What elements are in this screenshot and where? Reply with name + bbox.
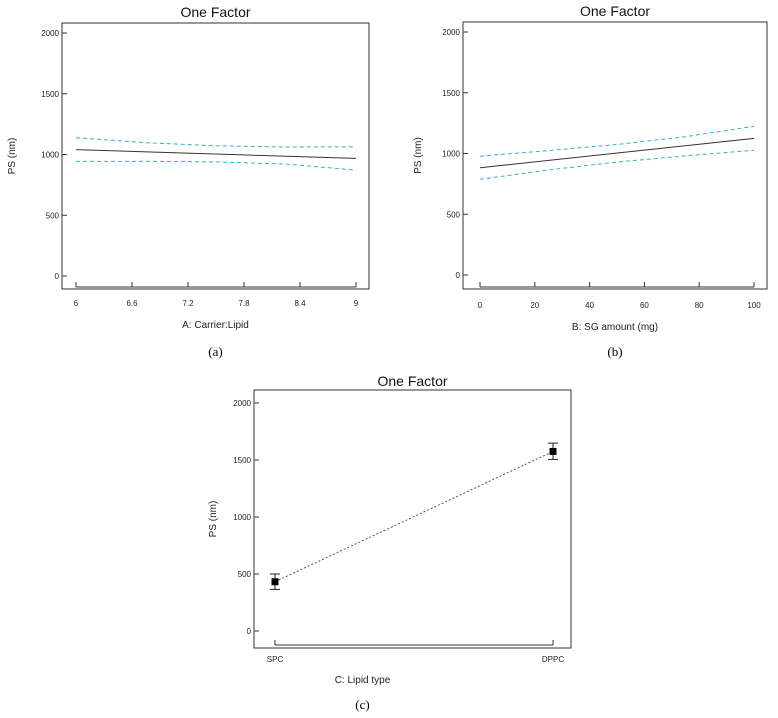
x-tick-label: SPC xyxy=(267,655,284,664)
y-tick-label: 500 xyxy=(46,211,60,220)
chart-title: One Factor xyxy=(377,373,447,389)
x-axis-label: B: SG amount (mg) xyxy=(572,322,658,333)
x-tick-label: 7.2 xyxy=(182,299,194,308)
y-tick-label: 1500 xyxy=(442,89,460,98)
plot-frame xyxy=(253,389,572,649)
x-tick-label: 6 xyxy=(74,299,79,308)
chart-c: One Factor 0 500 1000 1500 2000 PS (nm) SPC DPPC… xyxy=(208,373,572,712)
panel-caption: (a) xyxy=(208,344,222,359)
x-tick-label: 7.8 xyxy=(238,299,250,308)
y-tick-label: 1500 xyxy=(233,456,251,465)
panel-caption: (c) xyxy=(355,697,369,712)
ci-band-line xyxy=(75,160,357,171)
x-tick-label: 6.6 xyxy=(126,299,138,308)
plot-frame xyxy=(61,22,370,290)
ci-band-line xyxy=(479,149,755,180)
y-tick-label: 0 xyxy=(247,627,252,636)
x-axis-label: A: Carrier:Lipid xyxy=(182,320,249,331)
y-tick-label: 2000 xyxy=(41,29,59,38)
trend-line xyxy=(274,451,554,583)
x-tick-label: DPPC xyxy=(542,655,564,664)
y-tick-label: 2000 xyxy=(233,399,251,408)
y-axis-label: PS (nm) xyxy=(413,137,424,174)
x-tick-label: 80 xyxy=(695,301,704,310)
chart-a: One Factor 0 500 1000 1500 2000 PS (nm) 6 6.6 7.2… xyxy=(7,4,370,359)
chart-b: One Factor 0 500 1000 1500 2000 PS (nm) 0 20 40 60… xyxy=(413,3,768,359)
x-axis-label: C: Lipid type xyxy=(335,675,391,686)
x-tick-label: 60 xyxy=(640,301,649,310)
ci-band-line xyxy=(75,137,357,148)
y-tick-label: 500 xyxy=(447,210,461,219)
prediction-line xyxy=(75,149,357,159)
prediction-line xyxy=(479,137,755,169)
x-tick-label: 100 xyxy=(747,301,761,310)
ci-band-line xyxy=(479,125,755,157)
x-tick-label: 8.4 xyxy=(294,299,306,308)
y-tick-label: 1000 xyxy=(41,151,59,160)
y-tick-label: 0 xyxy=(456,271,461,280)
y-axis-label: PS (nm) xyxy=(7,138,18,175)
chart-title: One Factor xyxy=(180,4,250,20)
x-tick-label: 9 xyxy=(354,299,359,308)
plot-frame xyxy=(462,21,768,290)
y-tick-label: 2000 xyxy=(442,28,460,37)
x-tick-label: 40 xyxy=(585,301,594,310)
y-tick-label: 1000 xyxy=(233,513,251,522)
y-tick-label: 1500 xyxy=(41,90,59,99)
data-point xyxy=(271,578,279,586)
x-tick-label: 0 xyxy=(478,301,483,310)
y-axis-label: PS (nm) xyxy=(208,501,219,538)
y-tick-label: 500 xyxy=(238,570,252,579)
y-tick-label: 0 xyxy=(55,272,60,281)
data-point xyxy=(549,447,557,455)
chart-title: One Factor xyxy=(580,3,650,19)
panel-caption: (b) xyxy=(607,344,622,359)
x-tick-label: 20 xyxy=(530,301,539,310)
y-tick-label: 1000 xyxy=(442,150,460,159)
